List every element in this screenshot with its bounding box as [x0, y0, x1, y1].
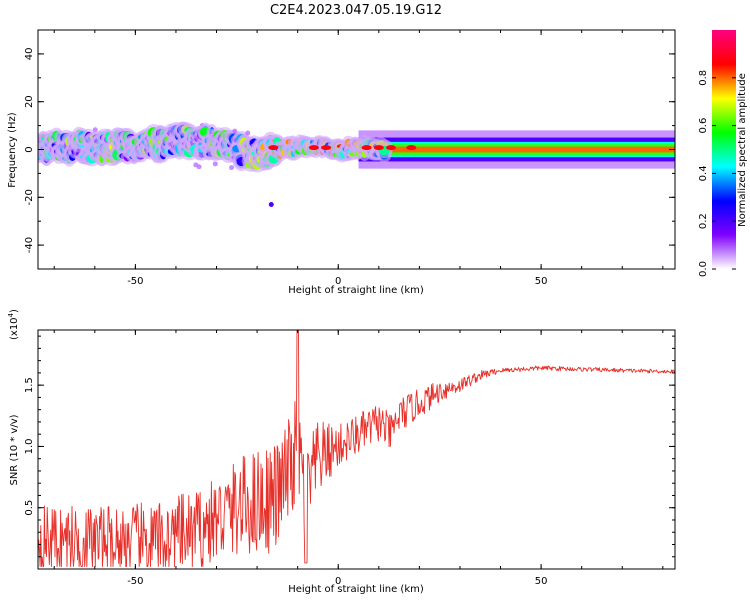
x-tick-label: 0: [335, 276, 341, 287]
x-tick-label: -50: [127, 276, 143, 287]
spectrogram-hotspot: [373, 145, 384, 151]
snr-frame: [37, 329, 676, 570]
colorbar-tick-label: 0.0: [698, 261, 709, 277]
spectrogram-steady-band: [358, 130, 675, 169]
spectrogram-y-axis-label: Frequency (Hz): [7, 112, 18, 188]
snr-x-ticks: -50 0 50: [53, 330, 664, 587]
spectrogram-heatmap: [38, 121, 675, 207]
colorbar-tick-label: 0.6: [698, 118, 709, 134]
y-tick-label: 1.0: [24, 438, 35, 454]
spectrogram-scatter-dot: [212, 161, 218, 167]
y-tick-label: -20: [24, 189, 35, 205]
snr-series-line: [38, 330, 675, 567]
spectrogram-hotspot: [268, 145, 279, 151]
spectrogram-y-ticks: -40 -20 0 20 40: [24, 29, 675, 270]
spectrogram-scatter-dot: [92, 127, 98, 133]
y-tick-label: 1.5: [24, 377, 35, 393]
x-tick-label: 0: [335, 576, 341, 587]
snr-y-axis-label: SNR (10 * v/v): [9, 414, 20, 485]
y-tick-label: 40: [24, 48, 35, 61]
snr-panel: -50 0 50 0.5 1.0 1.5 Height of straight line…: [7, 309, 676, 595]
y-tick-label: -40: [24, 237, 35, 253]
snr-x-axis-label: Height of straight line (km): [288, 584, 424, 595]
spectrogram-hotspot: [385, 145, 396, 151]
colorbar-tick-label: 0.2: [698, 213, 709, 229]
y-tick-label: 0: [24, 146, 35, 152]
spectrogram-hotspot: [361, 145, 372, 151]
spectrogram-x-axis-label: Height of straight line (km): [288, 285, 424, 296]
colorbar-scale: [712, 30, 736, 269]
spectrogram-hotspot: [308, 145, 319, 151]
x-tick-label: -50: [127, 576, 143, 587]
spectrogram-hotspot: [321, 145, 332, 151]
spectrogram-panel: -50 0 50 -40 -20 0 20 40 Height of straight li…: [7, 29, 676, 296]
spectrogram-isolated-point: [268, 201, 274, 207]
spectrogram-scatter-dot: [232, 128, 238, 134]
y-tick-label: 0.5: [24, 500, 35, 516]
snr-y-multiplier: (x104): [7, 309, 20, 340]
spectrogram-hotspot: [406, 145, 417, 151]
y-tick-label: 20: [24, 95, 35, 108]
spectrogram-x-ticks: -50 0 50: [53, 30, 664, 287]
spectrogram-blobs: [38, 121, 417, 207]
chart-title: C2E4.2023.047.05.19.G12: [270, 3, 442, 18]
spectrogram-scatter-dot: [245, 130, 251, 136]
spectrogram-scatter-dot: [196, 164, 202, 170]
x-tick-label: 50: [535, 276, 548, 287]
x-tick-label: 50: [535, 576, 548, 587]
colorbar-ticks: 0.0 0.2 0.4 0.6 0.8: [698, 70, 736, 277]
colorbar-tick-label: 0.8: [698, 70, 709, 86]
spectrogram-band-layer: [358, 146, 675, 153]
colorbar-tick-label: 0.4: [698, 165, 709, 181]
spectrogram-scatter-dot: [229, 165, 235, 171]
colorbar-label: Normalized spectral amplitude: [737, 73, 748, 227]
colorbar: 0.0 0.2 0.4 0.6 0.8 Normalized spectral ampl…: [698, 30, 748, 277]
snr-y-ticks: 0.5 1.0 1.5: [24, 335, 675, 558]
